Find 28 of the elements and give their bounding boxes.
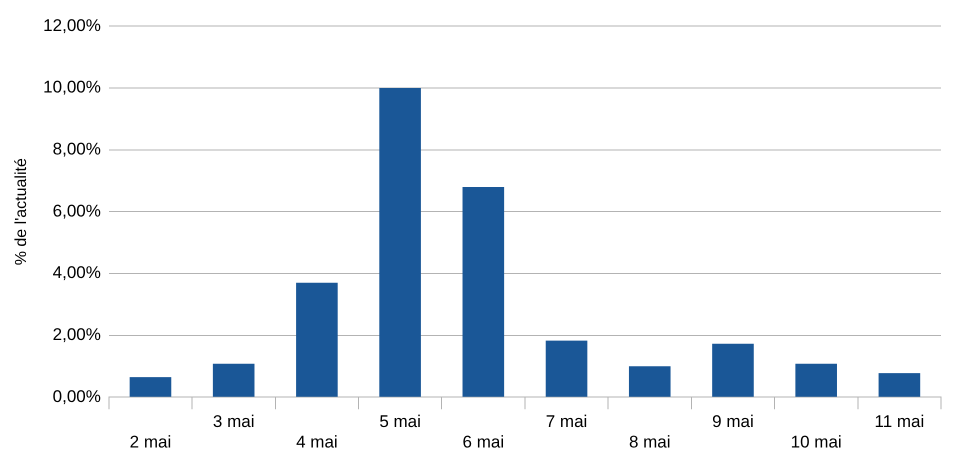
x-tick-label: 4 mai <box>296 432 338 452</box>
y-tick-label: 0,00% <box>52 386 101 406</box>
y-tick-label: 4,00% <box>52 263 101 282</box>
x-tick-label: 6 mai <box>462 432 504 452</box>
y-tick-label: 8,00% <box>52 140 101 159</box>
x-tick-label: 8 mai <box>628 432 671 452</box>
x-tick-label: 2 mai <box>130 432 172 452</box>
x-tick-label: 7 mai <box>546 412 588 432</box>
bar <box>546 340 588 397</box>
y-tick-label: 10,00% <box>43 78 101 97</box>
x-tick-label: 3 mai <box>212 412 254 432</box>
bar <box>379 88 421 397</box>
bar <box>628 366 671 397</box>
bar <box>795 364 837 397</box>
bar <box>712 344 754 397</box>
x-tick-label: 11 mai <box>874 412 924 432</box>
y-axis-title: % de l'actualité <box>13 158 30 266</box>
bar <box>462 186 504 397</box>
y-tick-label: 6,00% <box>52 201 101 220</box>
x-tick-label: 10 mai <box>790 432 842 452</box>
y-tick-label: 12,00% <box>43 16 101 35</box>
x-tick-label: 9 mai <box>712 412 754 432</box>
y-tick-label: 2,00% <box>52 325 101 344</box>
x-tick-label: 5 mai <box>379 412 421 432</box>
bar <box>212 364 254 397</box>
bar <box>878 373 920 397</box>
bar <box>296 282 338 397</box>
bar <box>130 377 172 397</box>
